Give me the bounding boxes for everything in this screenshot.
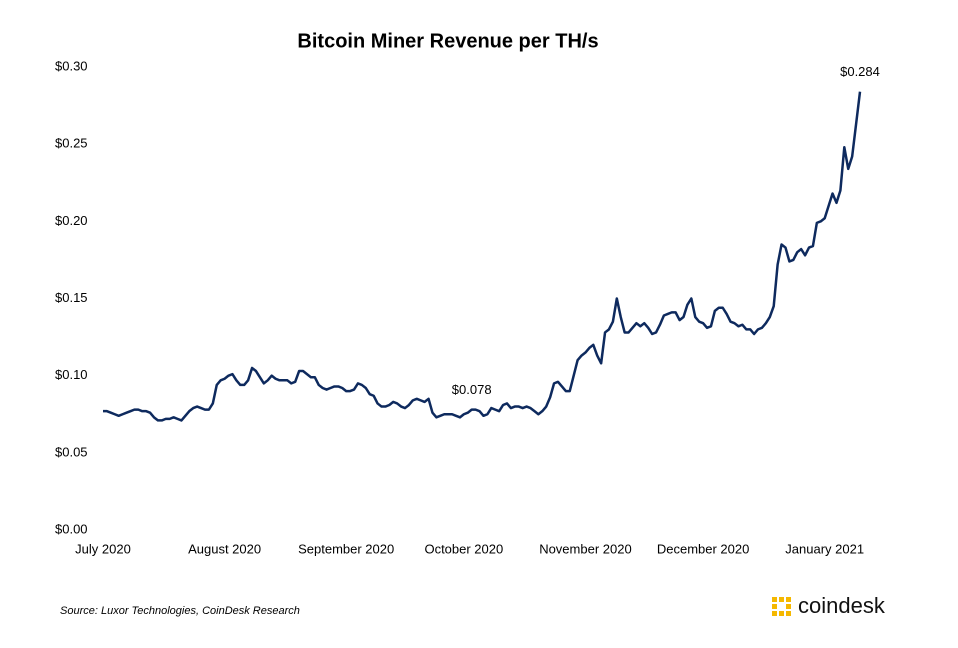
value-label: $0.284 [840,64,880,79]
line-series [103,91,862,422]
x-tick-label: November 2020 [539,541,632,556]
y-tick-label: $0.00 [55,521,88,536]
x-tick-label: July 2020 [75,541,131,556]
x-tick-label: December 2020 [657,541,750,556]
logo-icon [772,597,791,616]
x-tick-label: October 2020 [424,541,503,556]
value-label: $0.078 [452,382,492,397]
y-tick-label: $0.30 [55,58,88,73]
x-tick-label: August 2020 [188,541,261,556]
x-tick-label: January 2021 [785,541,864,556]
y-tick-label: $0.25 [55,136,88,151]
logo-text: coindesk [798,593,886,618]
y-tick-label: $0.15 [55,290,88,305]
source-note: Source: Luxor Technologies, CoinDesk Res… [60,605,300,617]
x-tick-label: September 2020 [298,541,394,556]
chart-title: Bitcoin Miner Revenue per TH/s [297,30,598,52]
y-tick-label: $0.20 [55,213,88,228]
y-tick-label: $0.05 [55,444,88,459]
y-tick-label: $0.10 [55,367,88,382]
